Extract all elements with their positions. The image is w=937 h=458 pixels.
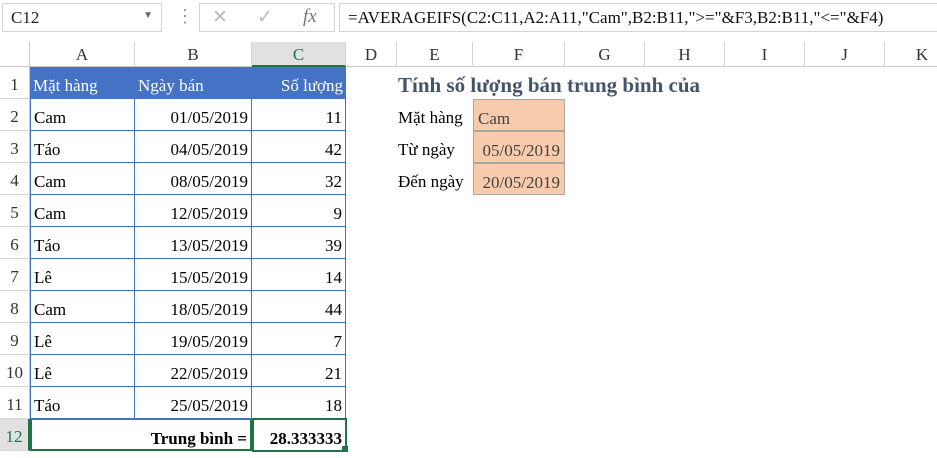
table-cell[interactable]: Cam [30, 291, 135, 323]
name-box[interactable]: C12 ▼ [2, 3, 162, 32]
row-header-7[interactable]: 7 [0, 259, 30, 291]
column-header-K[interactable]: K [885, 42, 937, 67]
table-cell[interactable]: 22/05/2019 [135, 355, 252, 387]
formula-bar[interactable]: =AVERAGEIFS(C2:C11,A2:A11,"Cam",B2:B11,"… [339, 3, 937, 32]
table-cell[interactable]: 12/05/2019 [135, 195, 252, 227]
row-header-4[interactable]: 4 [0, 163, 30, 195]
row-header-10[interactable]: 10 [0, 355, 30, 387]
column-header-F[interactable]: F [473, 42, 565, 67]
column-header-A[interactable]: A [30, 42, 135, 67]
table-cell[interactable]: Lê [30, 323, 135, 355]
table-cell[interactable]: 04/05/2019 [135, 131, 252, 163]
table-cell[interactable]: Lê [30, 259, 135, 291]
table-cell[interactable]: 18/05/2019 [135, 291, 252, 323]
row-header-6[interactable]: 6 [0, 227, 30, 259]
table-cell[interactable]: 32 [252, 163, 346, 195]
table-cell[interactable]: 19/05/2019 [135, 323, 252, 355]
average-label[interactable]: Trung bình = [30, 419, 252, 451]
table-header-cell[interactable]: Mặt hàng [30, 67, 135, 99]
fill-handle[interactable] [342, 446, 348, 452]
table-cell[interactable]: 7 [252, 323, 346, 355]
table-header-cell[interactable]: Số lượng [252, 67, 346, 99]
drag-handle-icon[interactable]: ⋮ [176, 6, 194, 26]
formula-buttons: ✕ ✓ fx [199, 3, 335, 32]
table-cell[interactable]: 42 [252, 131, 346, 163]
column-header-H[interactable]: H [645, 42, 725, 67]
column-header-B[interactable]: B [135, 42, 252, 67]
table-cell[interactable]: 01/05/2019 [135, 99, 252, 131]
criteria-label: Mặt hàng [398, 108, 463, 127]
row-header-9[interactable]: 9 [0, 323, 30, 355]
table-cell[interactable]: 9 [252, 195, 346, 227]
table-cell[interactable]: 14 [252, 259, 346, 291]
row-header-2[interactable]: 2 [0, 99, 30, 131]
column-header-E[interactable]: E [397, 42, 473, 67]
table-cell[interactable]: Lê [30, 355, 135, 387]
criteria-label: Từ ngày [398, 140, 455, 159]
table-cell[interactable]: Táo [30, 227, 135, 259]
column-header-I[interactable]: I [725, 42, 805, 67]
criteria-input[interactable]: Cam [473, 99, 565, 131]
confirm-icon[interactable]: ✓ [257, 7, 273, 28]
criteria-input[interactable]: 20/05/2019 [473, 163, 565, 195]
row-header-12[interactable]: 12 [0, 419, 30, 451]
table-cell[interactable]: Cam [30, 163, 135, 195]
name-box-value: C12 [11, 8, 40, 27]
row-header-8[interactable]: 8 [0, 291, 30, 323]
chevron-down-icon[interactable]: ▼ [143, 10, 153, 21]
table-cell[interactable]: Cam [30, 195, 135, 227]
table-cell[interactable]: 15/05/2019 [135, 259, 252, 291]
row-header-1[interactable]: 1 [0, 67, 30, 99]
table-cell[interactable]: 08/05/2019 [135, 163, 252, 195]
table-header-cell[interactable]: Ngày bán [135, 67, 252, 99]
table-cell[interactable]: Táo [30, 387, 135, 419]
row-header-11[interactable]: 11 [0, 387, 30, 419]
criteria-input[interactable]: 05/05/2019 [473, 131, 565, 163]
row-header-3[interactable]: 3 [0, 131, 30, 163]
table-cell[interactable]: 25/05/2019 [135, 387, 252, 419]
table-cell[interactable]: Cam [30, 99, 135, 131]
select-all-button[interactable] [0, 42, 30, 67]
function-icon[interactable]: fx [303, 6, 317, 27]
column-header-D[interactable]: D [346, 42, 397, 67]
criteria-title: Tính số lượng bán trung bình của [398, 73, 701, 97]
table-cell[interactable]: Táo [30, 131, 135, 163]
cancel-icon[interactable]: ✕ [212, 7, 228, 28]
column-header-J[interactable]: J [805, 42, 885, 67]
column-header-C[interactable]: C [252, 42, 346, 67]
table-cell[interactable]: 11 [252, 99, 346, 131]
table-cell[interactable]: 13/05/2019 [135, 227, 252, 259]
table-cell[interactable]: 44 [252, 291, 346, 323]
column-header-G[interactable]: G [565, 42, 645, 67]
row-header-5[interactable]: 5 [0, 195, 30, 227]
table-cell[interactable]: 18 [252, 387, 346, 419]
table-cell[interactable]: 39 [252, 227, 346, 259]
average-value-cell[interactable]: 28.333333 [252, 418, 347, 452]
table-cell[interactable]: 21 [252, 355, 346, 387]
criteria-label: Đến ngày [398, 172, 464, 191]
